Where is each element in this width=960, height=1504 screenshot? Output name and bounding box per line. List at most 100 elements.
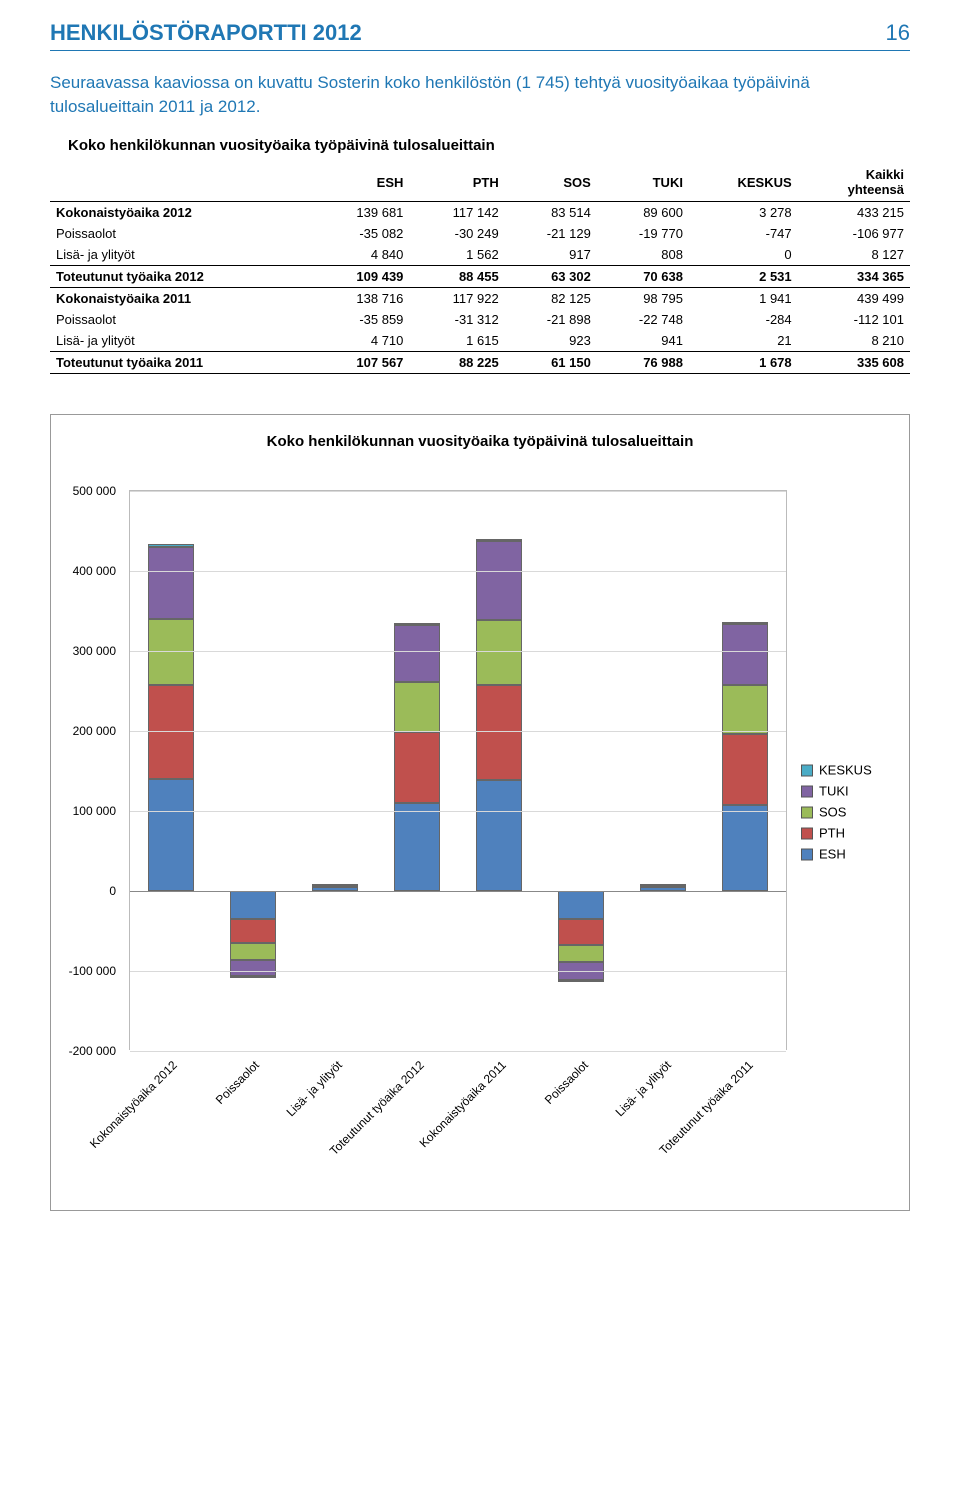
x-label-slot: Kokonaistyöaika 2012 [129,1050,211,1180]
table-cell: 117 142 [409,201,504,223]
bar-segment-pth [558,919,604,944]
table-col-header: SOS [505,164,597,202]
table-cell: 3 278 [689,201,798,223]
table-col-header: KESKUS [689,164,798,202]
legend-swatch [801,806,813,818]
row-label: Poissaolot [50,309,313,330]
legend-item-pth: PTH [801,826,891,841]
gridline [130,811,786,812]
gridline [130,571,786,572]
table-cell: -31 312 [409,309,504,330]
bar-segment-tuki [394,625,440,682]
row-label: Kokonaistyöaika 2012 [50,201,313,223]
bar-segment-sos [476,620,522,686]
table-cell: 917 [505,244,597,266]
report-title: HENKILÖSTÖRAPORTTI 2012 [50,20,362,46]
table-cell: 61 150 [505,351,597,373]
stacked-bar [148,491,194,1050]
row-label: Toteutunut työaika 2011 [50,351,313,373]
table-cell: 117 922 [409,287,504,309]
table-cell: -106 977 [798,223,910,244]
table-row: Toteutunut työaika 2011107 56788 22561 1… [50,351,910,373]
bar-slot [212,491,294,1050]
bar-segment-sos [722,685,768,734]
table-cell: -284 [689,309,798,330]
table-col-header: TUKI [597,164,689,202]
bar-segment-keskus [230,976,276,978]
y-tick-label: 100 000 [73,804,124,818]
stacked-bar [558,491,604,1050]
legend-label: TUKI [819,784,849,799]
bar-slot [622,491,704,1050]
table-cell: 8 127 [798,244,910,266]
y-tick-label: 0 [109,884,124,898]
bar-slot [130,491,212,1050]
page-header: HENKILÖSTÖRAPORTTI 2012 16 [50,20,910,51]
bar-slot [294,491,376,1050]
table-cell: 334 365 [798,265,910,287]
gridline [130,731,786,732]
table-col-header: PTH [409,164,504,202]
table-cell: 1 678 [689,351,798,373]
table-cell: 941 [597,330,689,352]
table-cell: -112 101 [798,309,910,330]
bar-segment-tuki [230,960,276,976]
table-cell: 139 681 [313,201,410,223]
table-cell: 1 562 [409,244,504,266]
legend-label: SOS [819,805,846,820]
table-title: Koko henkilökunnan vuosityöaika työpäivi… [68,137,910,154]
table-cell: 88 455 [409,265,504,287]
stacked-bar [394,491,440,1050]
gridline [130,971,786,972]
table-cell: 1 615 [409,330,504,352]
table-row: Poissaolot-35 859-31 312-21 898-22 748-2… [50,309,910,330]
chart-title: Koko henkilökunnan vuosityöaika työpäivi… [63,433,897,450]
table-row: Lisä- ja ylityöt4 7101 615923941218 210 [50,330,910,352]
bar-segment-keskus [722,622,768,624]
bar-segment-keskus [558,980,604,982]
table-cell: 109 439 [313,265,410,287]
legend-item-keskus: KESKUS [801,763,891,778]
bar-slot [540,491,622,1050]
legend-label: KESKUS [819,763,872,778]
table-cell: -22 748 [597,309,689,330]
table-cell: -21 129 [505,223,597,244]
table-cell: 76 988 [597,351,689,373]
table-cell: -747 [689,223,798,244]
table-cell: 2 531 [689,265,798,287]
bar-segment-sos [230,943,276,960]
plot-area: -200 000-100 0000100 000200 000300 00040… [129,490,787,1050]
legend-label: PTH [819,826,845,841]
table-cell: -19 770 [597,223,689,244]
bar-segment-sos [148,619,194,686]
table-row: Poissaolot-35 082-30 249-21 129-19 770-7… [50,223,910,244]
table-cell: 433 215 [798,201,910,223]
x-axis-labels: Kokonaistyöaika 2012PoissaolotLisä- ja y… [129,1050,787,1180]
table-body: Kokonaistyöaika 2012139 681117 14283 514… [50,201,910,373]
x-tick-label: Poissaolot [542,1058,591,1107]
bar-segment-sos [558,945,604,963]
row-label: Poissaolot [50,223,313,244]
bar-segment-esh [476,780,522,891]
table-cell: 808 [597,244,689,266]
bar-segment-esh [230,891,276,919]
bar-segment-pth [148,685,194,779]
bar-segment-esh [722,805,768,891]
table-col-header: ESH [313,164,410,202]
bar-slot [704,491,786,1050]
bar-segment-tuki [312,884,358,886]
page-number: 16 [886,20,910,46]
stacked-bar [640,491,686,1050]
bar-segment-tuki [148,547,194,619]
table-col-header [50,164,313,202]
table-cell: 8 210 [798,330,910,352]
legend-swatch [801,848,813,860]
table-cell: 138 716 [313,287,410,309]
y-tick-label: 400 000 [73,564,124,578]
bar-segment-pth [476,685,522,779]
legend-item-esh: ESH [801,847,891,862]
bar-segment-pth [394,732,440,803]
stacked-bar [312,491,358,1050]
bar-segment-keskus [640,884,686,886]
table-row: Kokonaistyöaika 2011138 716117 92282 125… [50,287,910,309]
